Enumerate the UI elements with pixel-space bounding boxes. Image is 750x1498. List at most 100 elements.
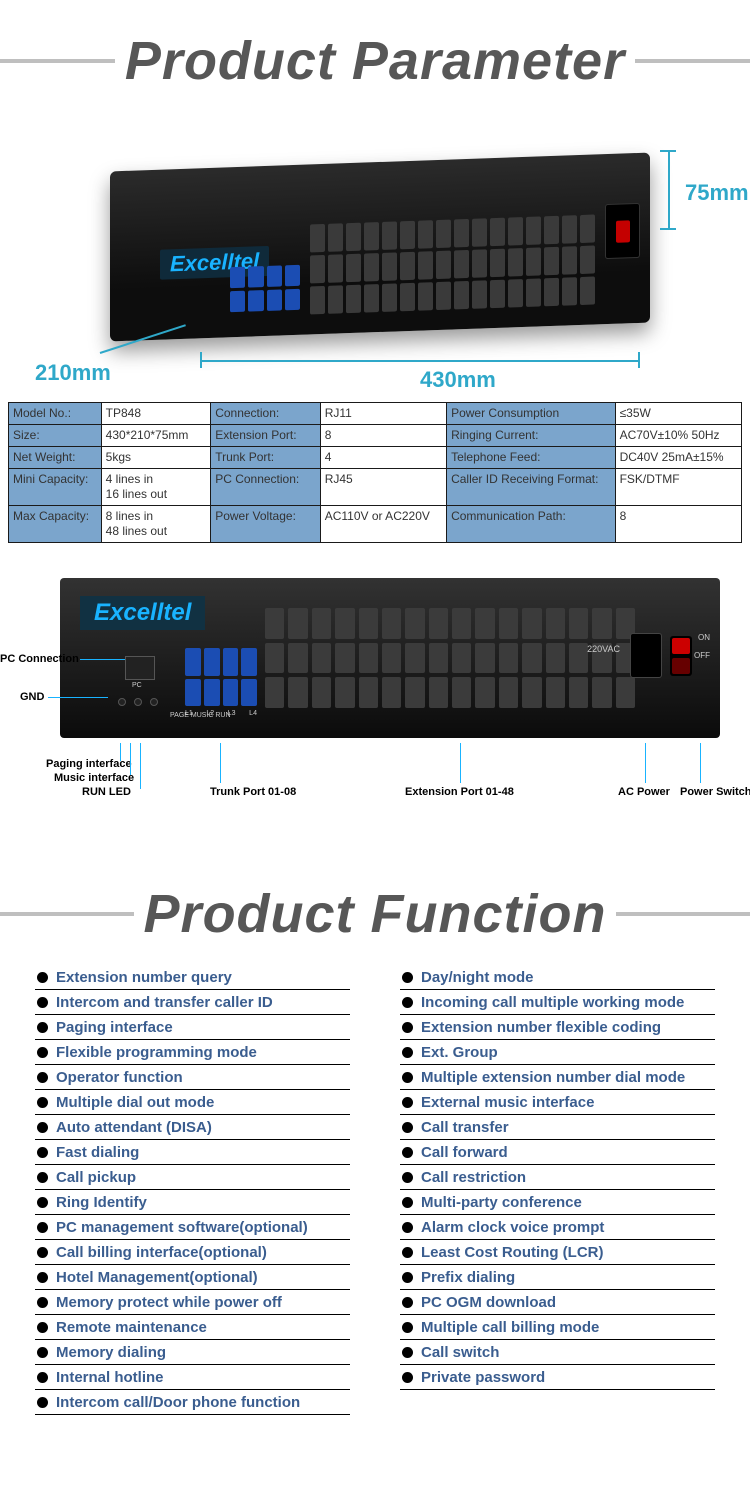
function-item: External music interface bbox=[400, 1090, 715, 1115]
power-switch-icon bbox=[616, 220, 630, 242]
function-label: Auto attendant (DISA) bbox=[56, 1119, 212, 1136]
callout-paging: Paging interface bbox=[46, 758, 132, 770]
bullet-icon bbox=[402, 1072, 413, 1083]
dim-height: 75mm bbox=[685, 180, 749, 206]
bullet-icon bbox=[402, 1247, 413, 1258]
function-label: Day/night mode bbox=[421, 969, 534, 986]
function-item: Remote maintenance bbox=[35, 1315, 350, 1340]
pc-label: PC bbox=[132, 682, 142, 689]
function-item: Least Cost Routing (LCR) bbox=[400, 1240, 715, 1265]
param-row: Net Weight:5kgsTrunk Port:4Telephone Fee… bbox=[9, 447, 742, 469]
param-key: Telephone Feed: bbox=[447, 447, 616, 469]
function-label: Call billing interface(optional) bbox=[56, 1244, 267, 1261]
param-value: 5kgs bbox=[101, 447, 211, 469]
device-body: Excelltel bbox=[110, 153, 650, 342]
bullet-icon bbox=[402, 1047, 413, 1058]
function-item: Call transfer bbox=[400, 1115, 715, 1140]
param-row: Size:430*210*75mmExtension Port:8Ringing… bbox=[9, 425, 742, 447]
param-value: RJ11 bbox=[320, 403, 446, 425]
function-label: Extension number query bbox=[56, 969, 232, 986]
function-item: Multiple call billing mode bbox=[400, 1315, 715, 1340]
function-label: Operator function bbox=[56, 1069, 183, 1086]
function-item: Auto attendant (DISA) bbox=[35, 1115, 350, 1140]
bullet-icon bbox=[402, 1122, 413, 1133]
bullet-icon bbox=[37, 1047, 48, 1058]
function-item: Ext. Group bbox=[400, 1040, 715, 1065]
function-item: Flexible programming mode bbox=[35, 1040, 350, 1065]
bullet-icon bbox=[37, 1172, 48, 1183]
device-front: Excelltel PC PAGE MUSIC RUN L1 L2 L3 L4 … bbox=[60, 578, 720, 738]
function-label: Alarm clock voice prompt bbox=[421, 1219, 604, 1236]
param-row: Mini Capacity:4 lines in 16 lines outPC … bbox=[9, 469, 742, 506]
function-list: Extension number query Intercom and trans… bbox=[0, 965, 750, 1415]
section-title-function: Product Function bbox=[0, 883, 750, 945]
function-label: Call switch bbox=[421, 1344, 499, 1361]
trunk-ports-front bbox=[185, 648, 257, 706]
param-value: AC110V or AC220V bbox=[320, 506, 446, 543]
function-label: Multi-party conference bbox=[421, 1194, 582, 1211]
function-item: Intercom and transfer caller ID bbox=[35, 990, 350, 1015]
function-label: Prefix dialing bbox=[421, 1269, 515, 1286]
bullet-icon bbox=[37, 1022, 48, 1033]
function-label: Intercom and transfer caller ID bbox=[56, 994, 273, 1011]
function-label: Internal hotline bbox=[56, 1369, 164, 1386]
function-column-right: Day/night mode Incoming call multiple wor… bbox=[400, 965, 715, 1415]
power-module-front: ONOFF bbox=[630, 628, 708, 683]
function-item: Incoming call multiple working mode bbox=[400, 990, 715, 1015]
param-key: Caller ID Receiving Format: bbox=[447, 469, 616, 506]
callout-gnd: GND bbox=[20, 691, 44, 703]
function-item: Call pickup bbox=[35, 1165, 350, 1190]
bullet-icon bbox=[402, 1322, 413, 1333]
vac-label: 220VAC bbox=[587, 644, 620, 654]
function-item: Multiple dial out mode bbox=[35, 1090, 350, 1115]
param-value: AC70V±10% 50Hz bbox=[615, 425, 741, 447]
param-key: Size: bbox=[9, 425, 102, 447]
function-label: Call pickup bbox=[56, 1169, 136, 1186]
bullet-icon bbox=[37, 1197, 48, 1208]
function-item: Private password bbox=[400, 1365, 715, 1390]
rule-left bbox=[0, 59, 115, 63]
bullet-icon bbox=[37, 1222, 48, 1233]
dim-width: 430mm bbox=[420, 367, 496, 393]
function-label: Call restriction bbox=[421, 1169, 526, 1186]
param-value: 8 lines in 48 lines out bbox=[101, 506, 211, 543]
power-module bbox=[605, 203, 640, 259]
param-key: Max Capacity: bbox=[9, 506, 102, 543]
function-column-left: Extension number query Intercom and trans… bbox=[35, 965, 350, 1415]
param-row: Model No.:TP848Connection:RJ11Power Cons… bbox=[9, 403, 742, 425]
trunk-port-labels: L1 L2 L3 L4 bbox=[185, 710, 257, 717]
param-value: 430*210*75mm bbox=[101, 425, 211, 447]
rocker-switch-icon bbox=[670, 636, 692, 676]
product-perspective-figure: Excelltel 75mm 430mm 210mm bbox=[0, 132, 750, 392]
param-key: Mini Capacity: bbox=[9, 469, 102, 506]
function-item: Extension number query bbox=[35, 965, 350, 990]
brand-logo-front: Excelltel bbox=[80, 596, 205, 630]
extension-ports-front bbox=[265, 608, 635, 708]
param-key: Power Voltage: bbox=[211, 506, 321, 543]
bullet-icon bbox=[402, 1347, 413, 1358]
function-label: Intercom call/Door phone function bbox=[56, 1394, 300, 1411]
bullet-icon bbox=[37, 1097, 48, 1108]
function-item: Call restriction bbox=[400, 1165, 715, 1190]
bullet-icon bbox=[402, 1147, 413, 1158]
ac-inlet-icon bbox=[630, 633, 662, 678]
param-value: TP848 bbox=[101, 403, 211, 425]
function-item: Memory dialing bbox=[35, 1340, 350, 1365]
param-value: FSK/DTMF bbox=[615, 469, 741, 506]
parameter-table: Model No.:TP848Connection:RJ11Power Cons… bbox=[8, 402, 742, 543]
param-value: RJ45 bbox=[320, 469, 446, 506]
rule-right bbox=[616, 912, 750, 916]
function-label: Fast dialing bbox=[56, 1144, 139, 1161]
function-item: Fast dialing bbox=[35, 1140, 350, 1165]
ethernet-port bbox=[125, 656, 155, 680]
function-item: Prefix dialing bbox=[400, 1265, 715, 1290]
bullet-icon bbox=[37, 1122, 48, 1133]
callout-run-led: RUN LED bbox=[82, 786, 131, 798]
bullet-icon bbox=[37, 1247, 48, 1258]
bullet-icon bbox=[37, 1347, 48, 1358]
product-front-figure: Excelltel PC PAGE MUSIC RUN L1 L2 L3 L4 … bbox=[0, 563, 750, 823]
bullet-icon bbox=[37, 997, 48, 1008]
section-title-parameter: Product Parameter bbox=[0, 30, 750, 92]
function-item: Paging interface bbox=[35, 1015, 350, 1040]
function-item: Call billing interface(optional) bbox=[35, 1240, 350, 1265]
